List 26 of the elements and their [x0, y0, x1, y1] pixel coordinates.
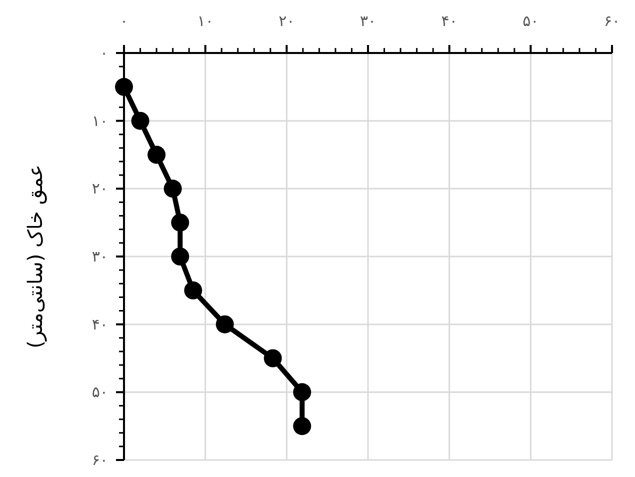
y-tick-label: ۱۰ — [92, 112, 108, 130]
point — [264, 349, 282, 368]
x-tick-label: ۶۰ — [604, 12, 620, 30]
point — [184, 281, 202, 300]
x-tick-label: ۱۰ — [197, 12, 214, 30]
point — [171, 248, 190, 266]
y-tick-label: ۵۰ — [92, 383, 108, 402]
point — [171, 214, 190, 232]
point — [148, 146, 166, 164]
y-tick-label: ۳۰ — [92, 248, 108, 266]
point — [164, 180, 182, 198]
x-tick-label: ۳۰ — [360, 12, 376, 30]
x-tick-label: ۲۰ — [278, 12, 295, 30]
x-tick-label: ۵۰ — [522, 12, 539, 30]
y-tick-label: ۰ — [100, 44, 108, 62]
y-tick-label: ۶۰ — [92, 451, 108, 469]
y-tick-label: ۲۰ — [92, 180, 108, 198]
point — [115, 78, 133, 96]
point — [293, 383, 312, 402]
point — [293, 417, 312, 436]
x-tick-label: ۰ — [120, 12, 128, 30]
y-tick-label: ۴۰ — [92, 315, 108, 334]
y-axis-title: عمق خاک (سانتی‌متر) — [23, 164, 47, 348]
x-tick-label: ۴۰ — [441, 12, 458, 30]
point — [131, 112, 150, 130]
point — [216, 315, 234, 334]
